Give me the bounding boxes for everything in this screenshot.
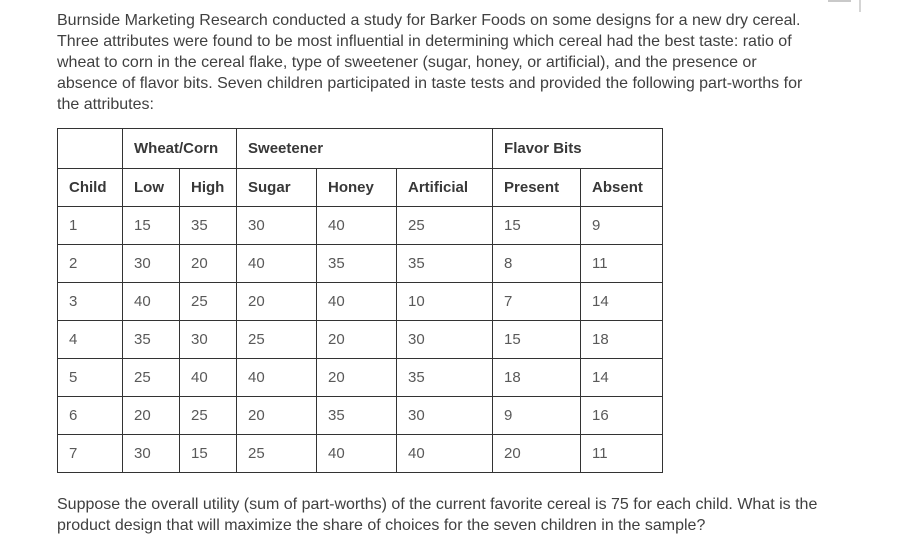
question-statement: Suppose the overall utility (sum of part… [57,494,872,536]
table-row: 7 30 15 25 40 40 20 11 [57,434,664,473]
child-id-cell: 5 [57,358,123,397]
child-id-cell: 4 [57,320,123,359]
part-worth-cell: 30 [236,206,318,245]
table-row: 2 30 20 40 35 35 8 11 [57,244,664,283]
part-worth-cell: 20 [316,320,398,359]
part-worth-cell: 25 [178,396,238,435]
part-worth-cell: 25 [396,206,494,245]
part-worth-cell: 15 [178,434,238,473]
cropped-icon-fragment-horizontal [828,0,851,2]
part-worth-cell: 40 [122,282,180,321]
part-worth-cell: 18 [492,358,582,397]
part-worth-cell: 11 [580,434,664,473]
part-worth-cell: 20 [316,358,398,397]
part-worth-cell: 20 [122,396,180,435]
table-row: 6 20 25 20 35 30 9 16 [57,396,664,435]
paragraph-line: product design that will maximize the sh… [57,517,706,534]
table-row: 3 40 25 20 40 10 7 14 [57,282,664,321]
part-worth-cell: 40 [236,358,318,397]
cropped-icon-fragment-vertical [859,0,861,12]
table-head: Wheat/Corn Sweetener Flavor Bits Child Low H… [57,128,664,207]
part-worth-cell: 14 [580,282,664,321]
part-worth-cell: 30 [396,396,494,435]
paragraph-line: Burnside Marketing Research conducted a … [57,12,801,29]
part-worth-cell: 15 [492,206,582,245]
part-worth-cell: 40 [316,206,398,245]
part-worth-cell: 40 [396,434,494,473]
part-worth-cell: 14 [580,358,664,397]
table-row: 4 35 30 25 20 30 15 18 [57,320,664,359]
column-header-high: High [178,168,238,207]
part-worth-cell: 25 [236,320,318,359]
part-worth-cell: 20 [236,282,318,321]
part-worth-cell: 35 [396,244,494,283]
column-header-low: Low [122,168,180,207]
part-worth-cell: 40 [316,282,398,321]
part-worth-cell: 9 [580,206,664,245]
table-body: 1 15 35 30 40 25 15 9 2 30 20 40 35 35 8 11 3 40 25 20 40 10 7… [57,206,664,473]
column-header-sugar: Sugar [236,168,318,207]
child-id-cell: 3 [57,282,123,321]
part-worth-cell: 35 [396,358,494,397]
paragraph-line: wheat to corn in the cereal flake, type … [57,54,757,71]
problem-statement: Burnside Marketing Research conducted a … [57,10,872,115]
part-worth-cell: 30 [396,320,494,359]
part-worth-cell: 11 [580,244,664,283]
part-worth-cell: 25 [236,434,318,473]
paragraph-line: the attributes: [57,96,154,113]
part-worth-cell: 7 [492,282,582,321]
group-header-empty [57,128,123,169]
part-worth-cell: 40 [236,244,318,283]
part-worth-cell: 20 [492,434,582,473]
part-worth-cell: 15 [122,206,180,245]
part-worth-cell: 35 [178,206,238,245]
part-worth-cell: 30 [122,244,180,283]
column-header-artificial: Artificial [396,168,494,207]
part-worth-cell: 8 [492,244,582,283]
part-worths-table: Wheat/Corn Sweetener Flavor Bits Child Low H… [57,128,664,473]
part-worth-cell: 10 [396,282,494,321]
child-id-cell: 2 [57,244,123,283]
table-row: 1 15 35 30 40 25 15 9 [57,206,664,245]
part-worth-cell: 20 [236,396,318,435]
paragraph-line: Three attributes were found to be most i… [57,33,792,50]
column-header-child: Child [57,168,123,207]
column-header-absent: Absent [580,168,664,207]
paragraph-line: Suppose the overall utility (sum of part… [57,496,818,513]
group-header-flavor-bits: Flavor Bits [492,128,664,169]
part-worth-cell: 25 [122,358,180,397]
table-group-header-row: Wheat/Corn Sweetener Flavor Bits [57,128,664,169]
part-worth-cell: 35 [122,320,180,359]
child-id-cell: 6 [57,396,123,435]
part-worth-cell: 30 [178,320,238,359]
part-worth-cell: 25 [178,282,238,321]
column-header-present: Present [492,168,582,207]
part-worth-cell: 9 [492,396,582,435]
table-row: 5 25 40 40 20 35 18 14 [57,358,664,397]
part-worth-cell: 20 [178,244,238,283]
part-worth-cell: 40 [316,434,398,473]
part-worth-cell: 35 [316,396,398,435]
child-id-cell: 1 [57,206,123,245]
paragraph-line: absence of flavor bits. Seven children p… [57,75,803,92]
part-worth-cell: 40 [178,358,238,397]
table-column-header-row: Child Low High Sugar Honey Artificial Present A… [57,168,664,207]
part-worth-cell: 15 [492,320,582,359]
child-id-cell: 7 [57,434,123,473]
part-worth-cell: 18 [580,320,664,359]
group-header-wheat-corn: Wheat/Corn [121,128,238,169]
group-header-sweetener: Sweetener [236,128,494,169]
problem-page: Burnside Marketing Research conducted a … [57,10,872,536]
part-worth-cell: 16 [580,396,664,435]
part-worth-cell: 35 [316,244,398,283]
part-worth-cell: 30 [122,434,180,473]
column-header-honey: Honey [316,168,398,207]
